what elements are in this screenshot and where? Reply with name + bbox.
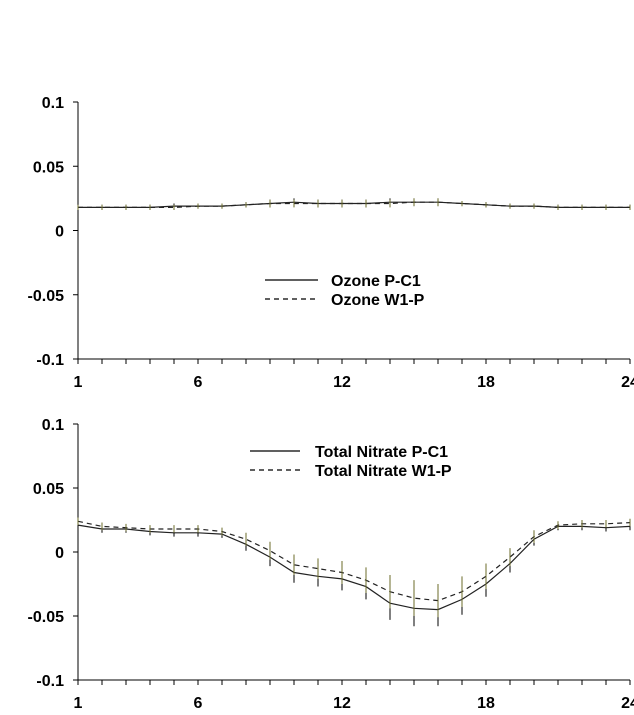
- y-tick-label: -0.05: [28, 609, 65, 626]
- y-tick-label: 0.1: [42, 95, 64, 112]
- series-line-2: [78, 201, 630, 208]
- y-tick-label: -0.05: [28, 288, 65, 305]
- chart-panel-2: -0.1 -0.05 0 0.05 0.1 1 6 12 18 24 Total Nitrate P…: [28, 417, 634, 712]
- x-tick-label: 18: [477, 695, 495, 712]
- y-tick-label: 0.05: [33, 159, 64, 176]
- legend-label-1: Total Nitrate P-C1: [315, 444, 448, 461]
- legend-label-1: Ozone P-C1: [331, 273, 421, 290]
- y-tick-label: 0: [55, 545, 64, 562]
- y-tick-label: -0.1: [36, 673, 64, 690]
- x-tick-label: 12: [333, 695, 351, 712]
- legend-label-2: Total Nitrate W1-P: [315, 463, 452, 480]
- x-tick-label: 6: [194, 374, 203, 391]
- x-tick-label: 24: [621, 374, 634, 391]
- y-tick-label: 0.1: [42, 417, 64, 434]
- x-tick-label: 1: [74, 695, 83, 712]
- x-tick-label: 18: [477, 374, 495, 391]
- x-tick-label: 24: [621, 695, 634, 712]
- x-tick-label: 6: [194, 695, 203, 712]
- series-line-1: [77, 524, 631, 611]
- x-tick-label: 1: [74, 374, 83, 391]
- chart-panel-1: -0.1 -0.05 0 0.05 0.1 1 6 12 18 24 Ozone P-C1 Ozone…: [28, 95, 634, 391]
- series-line-2: [77, 520, 631, 602]
- y-tick-label: 0: [55, 224, 64, 241]
- x-tick-label: 12: [333, 374, 351, 391]
- legend-label-2: Ozone W1-P: [331, 292, 425, 309]
- y-tick-label: 0.05: [33, 481, 64, 498]
- y-tick-label: -0.1: [36, 352, 64, 369]
